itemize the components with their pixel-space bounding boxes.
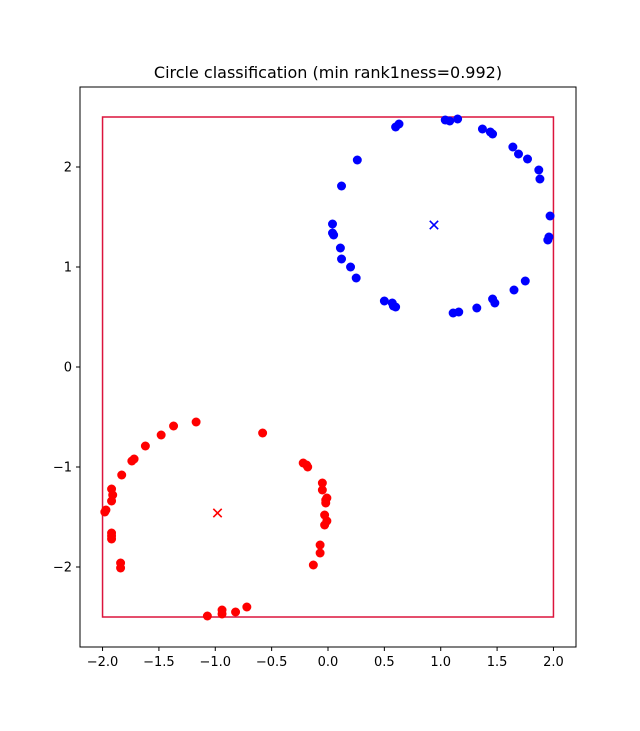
chart-title: Circle classification (min rank1ness=0.9… — [154, 63, 502, 82]
x-tick-label: −1.5 — [143, 655, 175, 670]
series-0-point — [454, 307, 464, 317]
series-1-point — [107, 534, 117, 544]
series-1-point — [258, 428, 268, 438]
y-tick-label: 0 — [64, 361, 72, 376]
series-0-point — [545, 211, 555, 221]
series-1-point — [156, 430, 166, 440]
x-tick-label: −1.0 — [199, 655, 231, 670]
series-1-point — [202, 611, 212, 621]
series-1-point — [321, 498, 331, 508]
series-1-point — [140, 441, 150, 451]
series-0-point — [337, 254, 347, 264]
series-0-point — [535, 174, 545, 184]
series-0-point — [391, 122, 401, 132]
series-0-point — [477, 124, 487, 134]
series-0-point — [335, 243, 345, 253]
series-1-point — [242, 602, 252, 612]
series-1-center-marker — [212, 508, 223, 518]
x-tick-label: 1.5 — [487, 655, 508, 670]
series-1-point — [315, 540, 325, 550]
series-1-point — [191, 417, 201, 427]
series-0-point — [346, 262, 356, 272]
series-1-point — [169, 421, 179, 431]
series-0-point — [523, 154, 533, 164]
series-1-point — [317, 478, 327, 488]
series-0-center-marker — [429, 220, 439, 230]
y-tick-label: 2 — [64, 161, 72, 176]
x-tick-label: 2.0 — [543, 655, 564, 670]
y-tick-label: −1 — [53, 461, 72, 476]
series-1-point — [303, 462, 313, 472]
series-0-point — [352, 155, 362, 165]
series-0-point — [328, 219, 338, 229]
series-0-point — [490, 298, 500, 308]
x-tick-label: 0.5 — [374, 655, 395, 670]
x-tick-label: −2.0 — [87, 655, 119, 670]
series-1-point — [116, 563, 126, 573]
plot-frame — [79, 86, 577, 648]
series-0-point — [445, 116, 455, 126]
series-0-point — [509, 285, 519, 295]
boundary-box — [101, 116, 555, 618]
series-0-point — [329, 230, 339, 240]
series-1-point — [317, 485, 327, 495]
series-1-point — [315, 548, 325, 558]
y-tick-label: −2 — [53, 561, 72, 576]
series-0-point — [472, 303, 482, 313]
x-tick-label: −0.5 — [256, 655, 288, 670]
series-0-point — [514, 149, 524, 159]
x-tick-label: 0.0 — [318, 655, 339, 670]
series-0-point — [508, 142, 518, 152]
series-0-point — [453, 114, 463, 124]
series-1-point — [231, 607, 241, 617]
series-1-point — [127, 456, 137, 466]
x-tick-label: 1.0 — [430, 655, 451, 670]
series-1-point — [308, 560, 318, 570]
series-0-point — [520, 276, 530, 286]
series-0-point — [488, 129, 498, 139]
series-1-point — [100, 507, 110, 517]
series-0-point — [543, 235, 553, 245]
y-tick-label: 1 — [64, 261, 72, 276]
series-0-point — [534, 165, 544, 175]
series-1-point — [217, 609, 227, 619]
series-0-point — [391, 302, 401, 312]
series-0-point — [351, 273, 361, 283]
series-1-point — [117, 470, 127, 480]
series-0-point — [337, 181, 347, 191]
series-0-point — [379, 296, 389, 306]
series-1-point — [107, 496, 117, 506]
series-1-point — [320, 520, 330, 530]
